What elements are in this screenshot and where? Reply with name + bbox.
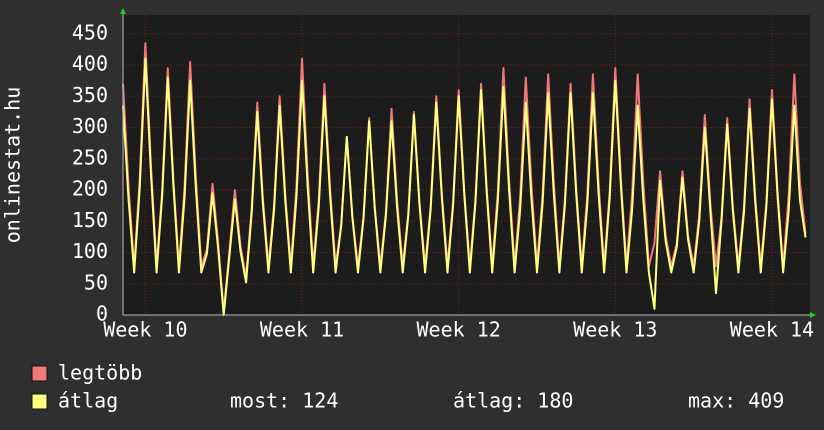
legend-label: legtöbb [58,361,142,385]
legend: legtöbb átlag most: 124 átlag: 180 max: 409 [31,361,784,413]
series-line [122,57,807,316]
axis-arrow [120,8,126,14]
x-tick-label: Week 10 [103,318,187,342]
y-tick-label: 300 [72,114,108,138]
y-axis-label: onlinestat.hu [1,87,25,244]
x-tick-label: Week 13 [573,318,657,342]
y-tick-label: 0 [96,302,108,326]
legend-swatch [31,393,48,410]
y-tick-label: 250 [72,145,108,169]
y-tick-label: 450 [72,20,108,44]
y-tick-label: 200 [72,177,108,201]
axis-arrow [810,312,816,318]
lines [122,42,807,316]
legend-label: átlag [58,389,118,413]
legend-stat: max: 409 [688,389,784,413]
legend-swatch [31,365,48,382]
y-tick-label: 350 [72,83,108,107]
y-tick-label: 400 [72,52,108,76]
x-tick-label: Week 11 [260,318,344,342]
x-tick-label: Week 14 [730,318,814,342]
legend-stat: átlag: 180 [453,389,573,413]
y-tick-label: 100 [72,239,108,263]
x-tick-label: Week 12 [417,318,501,342]
y-tick-label: 150 [72,208,108,232]
y-tick-label: 50 [84,270,108,294]
legend-stat: most: 124 [230,389,338,413]
